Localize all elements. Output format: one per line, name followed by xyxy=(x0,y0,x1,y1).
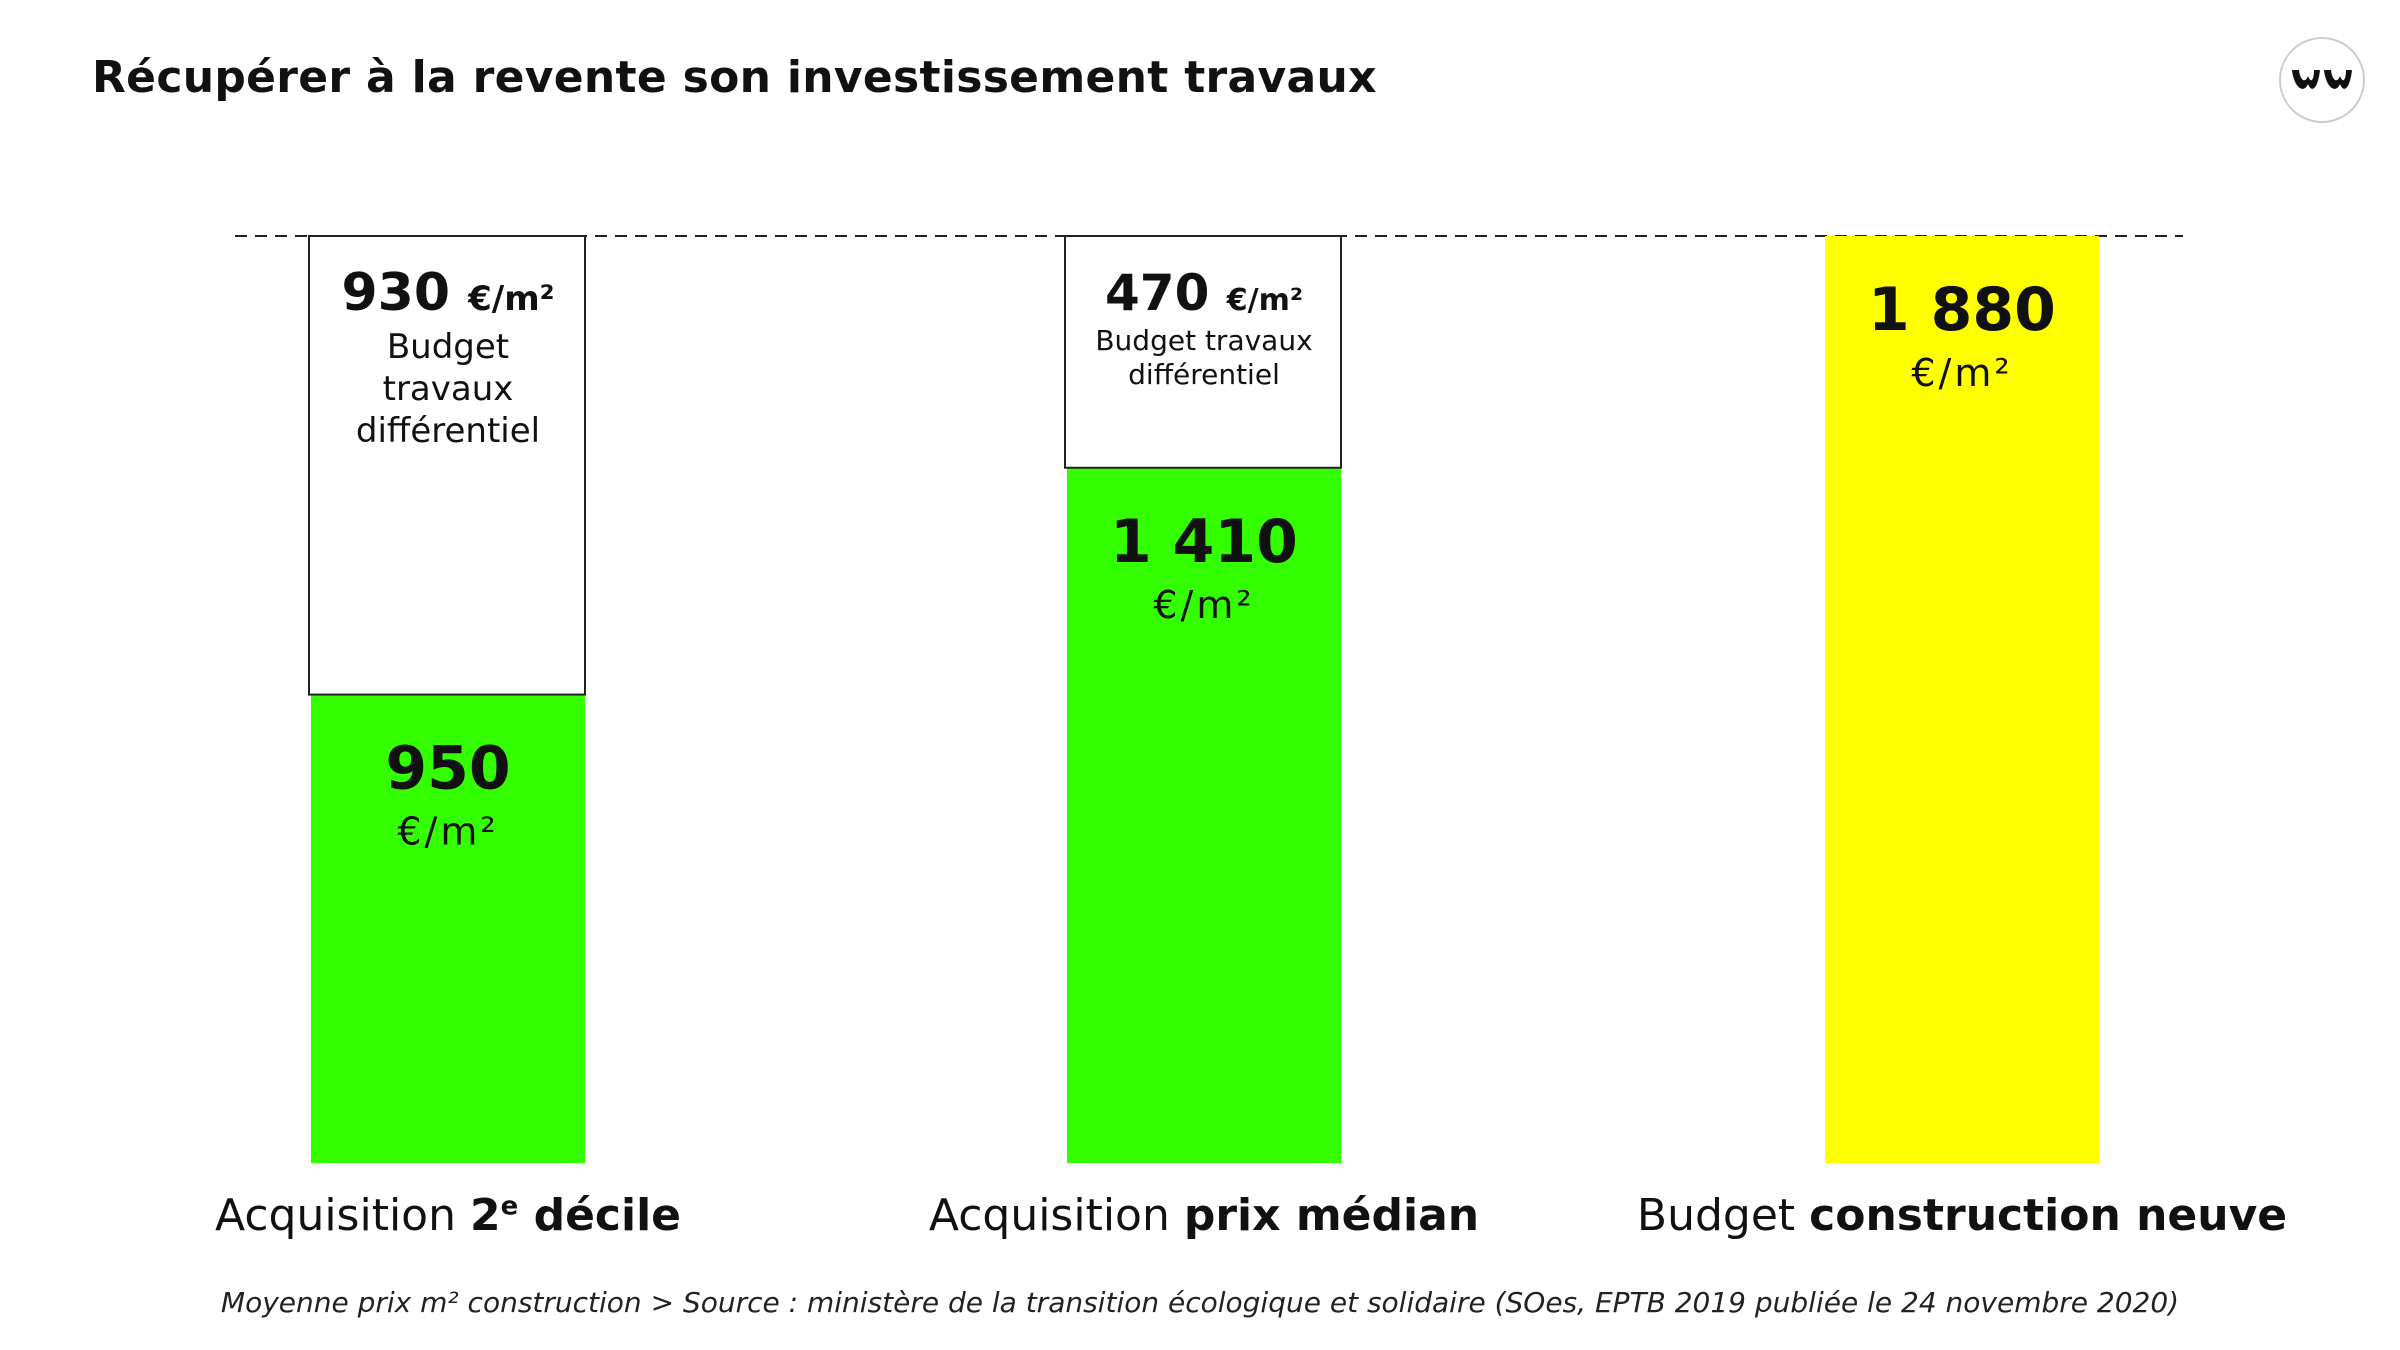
budget-caption-line-1-1: Budget xyxy=(387,327,509,367)
budget-travaux-box-1 xyxy=(308,235,586,696)
budget-caption-line-2-1: Budget travaux xyxy=(1095,324,1312,357)
bar-unit-label-2: €/m² xyxy=(1153,583,1254,627)
bar-acquisition-1 xyxy=(311,694,585,1163)
bar-acquisition-3 xyxy=(1825,236,2099,1163)
bar-value-label-2: 1 410 xyxy=(1110,507,1298,577)
bar-value-label-3: 1 880 xyxy=(1868,275,2056,345)
bar-value-label-1: 950 xyxy=(385,734,510,804)
category-label-1: Acquisition 2e décile xyxy=(215,1190,681,1241)
bar-acquisition-2 xyxy=(1067,467,1341,1163)
footer-source: Moyenne prix m² construction > Source : … xyxy=(220,1286,2180,1319)
category-label-3: Budget construction neuve xyxy=(1636,1190,2288,1241)
budget-caption-line-2-2: différentiel xyxy=(1128,358,1280,391)
bar-unit-label-3: €/m² xyxy=(1911,351,2012,395)
budget-caption-line-1-2: travaux xyxy=(383,369,514,409)
budget-value-label-2: 470 €/m² xyxy=(1105,264,1303,322)
bar-unit-label-1: €/m² xyxy=(397,810,498,854)
brand-logo-icon xyxy=(2279,37,2365,123)
budget-value-label-1: 930 €/m² xyxy=(341,263,554,323)
category-label-2: Acquisition prix médian xyxy=(928,1190,1480,1241)
budget-travaux-box-2 xyxy=(1064,235,1342,469)
budget-caption-line-1-3: différentiel xyxy=(356,411,540,451)
page-title: Récupérer à la revente son investissemen… xyxy=(92,52,1377,103)
